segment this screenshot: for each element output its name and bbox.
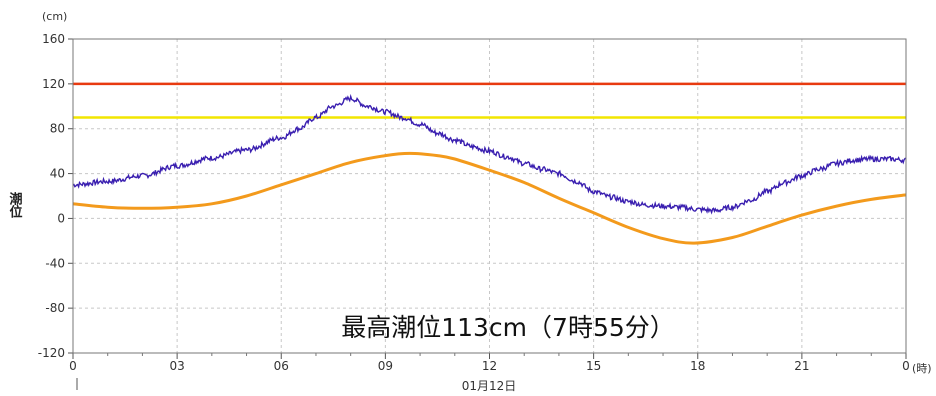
- x-tick-label: 03: [169, 359, 184, 373]
- date-label: 01月12日: [462, 379, 517, 393]
- observed-tide-line: [72, 93, 907, 215]
- x-tick-label: 15: [586, 359, 601, 373]
- y-axis-label: 潮位: [7, 191, 23, 219]
- y-tick-label: 80: [50, 122, 65, 136]
- y-tick-label: -40: [45, 256, 65, 270]
- x-tick-label: 21: [794, 359, 809, 373]
- x-tick-label: 12: [482, 359, 497, 373]
- plot-frame: [72, 38, 907, 354]
- x-tick-label: 0: [902, 359, 910, 373]
- x-tick-label: 0: [69, 359, 77, 373]
- y-tick-label: 40: [50, 167, 65, 181]
- y-tick-label: 120: [42, 77, 65, 91]
- y-tick-label: -120: [38, 346, 65, 360]
- x-tick-label: 18: [690, 359, 705, 373]
- x-tick-label: 09: [378, 359, 393, 373]
- y-tick-label: -80: [45, 301, 65, 315]
- y-tick-label: 0: [57, 211, 65, 225]
- predicted-tide-line: [72, 151, 907, 245]
- x-unit-label: (時): [912, 362, 932, 375]
- y-unit-label: (cm): [42, 10, 67, 23]
- x-tick-label: 06: [274, 359, 289, 373]
- highest-tide-annotation: 最高潮位113cm（7時55分）: [341, 313, 675, 342]
- y-tick-label: 160: [42, 32, 65, 46]
